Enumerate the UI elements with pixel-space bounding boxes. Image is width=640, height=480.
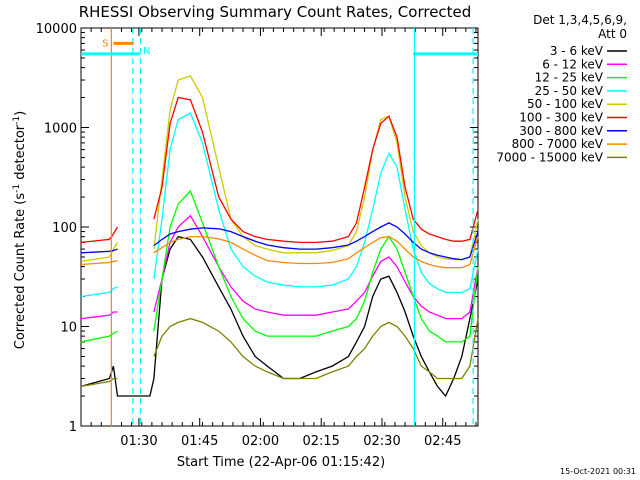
annotation-1: N	[143, 46, 150, 57]
y-axis-label: Corrected Count Rate (s-1 detector-1)	[12, 111, 28, 349]
x-tick-label-2: 02:00	[242, 434, 279, 449]
y-label-end: )	[13, 111, 28, 116]
x-tick-label-5: 02:45	[424, 434, 461, 449]
y-tick-label-1: 10	[60, 321, 77, 336]
legend-label-1: 6 - 12 keV	[542, 57, 604, 71]
footer-date: 15-Oct-2021 00:31	[560, 467, 636, 476]
axes-ticks: 1 10 100 1000 10000 01:30 01:45 02:00 02:15 02:30…	[36, 22, 478, 449]
x-tick-label-0: 01:30	[120, 434, 157, 449]
legend-label-8: 7000 - 15000 keV	[496, 150, 603, 164]
chart-title: RHESSI Observing Summary Count Rates, Co…	[79, 3, 472, 21]
x-tick-label-4: 02:30	[363, 434, 400, 449]
annotation-0: S	[102, 39, 108, 50]
legend-header-1: Det 1,3,4,5,6,9,	[533, 13, 627, 27]
legend-label-0: 3 - 6 keV	[550, 44, 604, 58]
legend-label-6: 300 - 800 keV	[519, 124, 603, 138]
legend-label-2: 12 - 25 keV	[535, 71, 604, 85]
legend-label-4: 50 - 100 keV	[527, 97, 604, 111]
legend-label-7: 800 - 7000 keV	[512, 137, 604, 151]
y-tick-label-2: 100	[52, 221, 77, 236]
legend-label-3: 25 - 50 keV	[535, 84, 604, 98]
plot-frame	[80, 27, 479, 427]
legend-label-5: 100 - 300 keV	[519, 111, 603, 125]
x-tick-label-3: 02:15	[302, 434, 339, 449]
x-axis-label: Start Time (22-Apr-06 01:15:42)	[177, 455, 385, 470]
y-tick-label-0: 1	[69, 420, 77, 435]
overlay-group: SN	[81, 28, 478, 426]
y-label-sup2: -1	[12, 116, 22, 125]
y-label-sup1: -1	[12, 184, 22, 193]
y-tick-label-4: 10000	[36, 22, 77, 37]
x-tick-label-1: 01:45	[181, 434, 218, 449]
legend-header-2: Att 0	[598, 27, 627, 41]
y-tick-label-3: 1000	[44, 122, 77, 137]
y-label-main: Corrected Count Rate (s	[13, 193, 28, 350]
y-label-mid: detector	[13, 124, 28, 184]
